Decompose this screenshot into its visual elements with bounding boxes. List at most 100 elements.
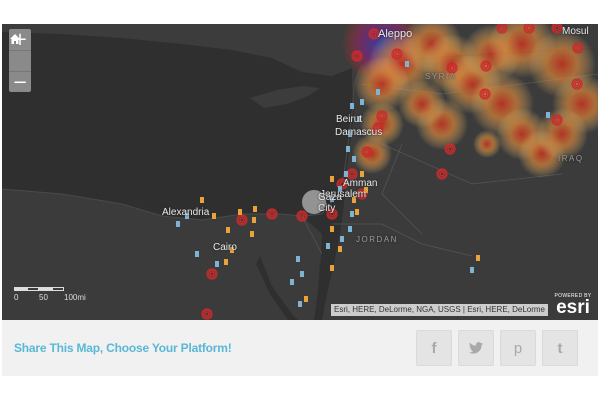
blue-marker xyxy=(300,271,304,277)
zoom-control: + − xyxy=(9,29,31,93)
target-marker xyxy=(351,50,363,62)
blue-marker xyxy=(405,61,409,67)
blue-marker xyxy=(176,221,180,227)
target-marker xyxy=(551,114,563,126)
target-marker xyxy=(346,168,358,180)
target-marker xyxy=(201,308,213,320)
blue-marker xyxy=(352,156,356,162)
target-marker xyxy=(479,88,491,100)
label-mosul: Mosul xyxy=(562,26,589,37)
label-jerusalem: Jerusalem xyxy=(320,189,367,200)
tumblr-icon: t xyxy=(557,339,563,357)
blue-marker xyxy=(350,211,354,217)
orange-marker xyxy=(238,209,242,215)
heat-blob xyxy=(536,108,588,160)
share-bar: Share This Map, Choose Your Platform! f … xyxy=(2,320,598,376)
blue-marker xyxy=(346,146,350,152)
map-view[interactable]: Aleppo Mosul SYRIA IRAQ Beirut Damascus … xyxy=(2,24,598,320)
orange-marker xyxy=(330,265,334,271)
target-marker xyxy=(356,188,368,200)
heat-blob xyxy=(354,56,410,112)
orange-marker xyxy=(355,209,359,215)
facebook-icon: f xyxy=(431,339,437,357)
target-marker xyxy=(372,122,384,134)
coastline xyxy=(2,63,363,221)
label-beirut: Beirut xyxy=(336,114,363,125)
scale-tick-0: 0 xyxy=(14,293,19,302)
orange-marker xyxy=(252,217,256,223)
target-marker xyxy=(571,78,583,90)
orange-marker xyxy=(200,197,204,203)
gulf-aqaba xyxy=(314,262,324,320)
zoom-in-button[interactable]: + xyxy=(12,29,28,50)
blue-marker xyxy=(348,131,352,137)
label-alexandria: Alexandria xyxy=(162,207,210,218)
orange-marker xyxy=(476,255,480,261)
facebook-share-button[interactable]: f xyxy=(416,330,452,366)
heatmap-layer xyxy=(302,24,598,214)
blue-marker xyxy=(470,267,474,273)
target-marker xyxy=(523,24,535,34)
pinterest-share-button[interactable]: p xyxy=(500,330,536,366)
target-marker xyxy=(376,110,388,122)
blue-marker xyxy=(185,213,189,219)
blue-marker xyxy=(360,99,364,105)
target-marker xyxy=(206,268,218,280)
gaza-cluster xyxy=(302,190,326,214)
scale-bar: 0 50 100mi xyxy=(14,287,89,302)
label-cairo: Cairo xyxy=(213,242,237,253)
basemap xyxy=(2,24,598,320)
blue-marker xyxy=(326,243,330,249)
gulf-suez xyxy=(256,256,298,320)
scale-tick-100: 100mi xyxy=(64,293,86,302)
land-cyprus xyxy=(250,86,320,108)
label-amman: Amman xyxy=(343,178,378,189)
twitter-icon xyxy=(469,342,483,354)
label-iraq: IRAQ xyxy=(558,154,584,163)
blue-marker xyxy=(215,261,219,267)
blue-marker xyxy=(546,112,550,118)
orange-marker xyxy=(253,206,257,212)
target-marker xyxy=(296,210,308,222)
target-marker xyxy=(444,143,456,155)
blue-marker xyxy=(344,171,348,177)
target-marker xyxy=(496,24,508,34)
home-icon xyxy=(10,34,20,44)
orange-marker xyxy=(330,176,334,182)
target-marker xyxy=(266,208,278,220)
label-syria: SYRIA xyxy=(425,72,457,81)
twitter-share-button[interactable] xyxy=(458,330,494,366)
orange-marker xyxy=(224,259,228,265)
tumblr-share-button[interactable]: t xyxy=(542,330,578,366)
heat-blob xyxy=(473,130,501,158)
home-button[interactable] xyxy=(9,34,31,71)
blue-marker xyxy=(348,226,352,232)
target-marker xyxy=(326,208,338,220)
orange-marker xyxy=(226,227,230,233)
blue-marker xyxy=(338,186,342,192)
share-title: Share This Map, Choose Your Platform! xyxy=(14,341,232,355)
blue-marker xyxy=(330,196,334,202)
label-gaza: Gaza City xyxy=(318,192,342,214)
blue-marker xyxy=(195,251,199,257)
label-damascus: Damascus xyxy=(335,127,383,138)
orange-marker xyxy=(230,247,234,253)
orange-marker xyxy=(364,187,368,193)
map-attribution[interactable]: Esri, HERE, DeLorme, NGA, USGS | Esri, H… xyxy=(330,304,548,316)
orange-marker xyxy=(304,296,308,302)
blue-marker xyxy=(340,236,344,242)
orange-marker xyxy=(360,171,364,177)
target-marker xyxy=(480,60,492,72)
blue-marker xyxy=(290,279,294,285)
esri-logo[interactable]: POWERED BY esri xyxy=(554,293,592,318)
target-marker xyxy=(436,168,448,180)
pinterest-icon: p xyxy=(513,339,523,357)
orange-marker xyxy=(330,226,334,232)
zoom-out-button[interactable]: − xyxy=(9,71,31,93)
target-marker xyxy=(572,42,584,54)
target-marker xyxy=(391,48,403,60)
heat-blob xyxy=(398,80,446,128)
blue-marker xyxy=(376,89,380,95)
orange-marker xyxy=(352,197,356,203)
target-marker xyxy=(368,28,380,40)
